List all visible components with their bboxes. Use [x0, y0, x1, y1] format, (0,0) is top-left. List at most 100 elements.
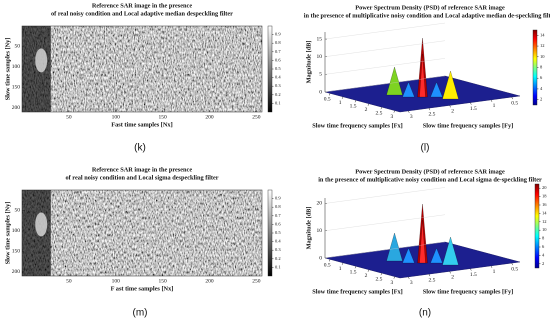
y-tick-label: 3 [410, 280, 413, 286]
dark-strip [22, 26, 51, 112]
x-tick-label: 150 [159, 278, 168, 284]
x-tick [367, 103, 370, 106]
colorbar-tick-label: 0.6 [275, 221, 281, 226]
y-tick-label: 3 [410, 114, 413, 120]
z-axis-label: Magnitude [dB] [305, 207, 312, 250]
dark-strip [22, 190, 51, 276]
colorbar-tick-label: 12 [540, 43, 545, 48]
x-tick [328, 259, 331, 262]
x-tick [380, 273, 383, 276]
x-axis-label: F ast time samples [Nx] [111, 285, 174, 292]
colorbar-tick-label: 0.6 [275, 57, 281, 62]
y-tick-label: 200 [12, 105, 21, 111]
x-tick-label: 250 [252, 114, 261, 120]
y-tick-label: 50 [15, 44, 21, 50]
x-tick [341, 262, 344, 265]
plot-frame [21, 189, 263, 277]
x-tick [328, 93, 331, 96]
x-tick-label: 0.5 [324, 97, 331, 103]
grid-line [324, 75, 446, 93]
colorbar-tick-label: 0.3 [275, 247, 281, 252]
y-axis-label: Slow time frequency samples [Fy] [423, 122, 513, 129]
x-axis-label: Slow time frequency samples [Fx] [312, 288, 402, 295]
colorbar-tick-label: 18 [542, 194, 547, 199]
y-axis-label: Slow time frequency samples [Fy] [423, 288, 513, 295]
y-tick [408, 276, 410, 280]
y-tick [408, 110, 410, 114]
sar-image [22, 190, 262, 276]
grid-line [324, 22, 446, 40]
x-tick-label: 100 [112, 114, 121, 120]
colorbar-tick-label: 0.8 [275, 204, 281, 209]
chart-title: in the presence of multiplicative noisy … [304, 12, 550, 19]
y-tick [449, 271, 451, 274]
colorbar-tick-label: 0.2 [275, 256, 281, 261]
x-tick [341, 96, 344, 99]
x-tick [393, 110, 396, 113]
z-tick-label: 20 [317, 201, 323, 207]
surface-spike [442, 70, 459, 100]
caption: (l) [421, 143, 430, 154]
grid-line [324, 241, 446, 259]
y-tick-label: 1.5 [470, 106, 477, 112]
surface-spike [386, 232, 403, 262]
x-tick-label: 1.5 [350, 104, 357, 110]
caption: (n) [419, 308, 431, 319]
x-tick-label: 2 [365, 273, 368, 279]
colorbar-tick-label: 0.2 [275, 92, 281, 97]
x-tick-label: 50 [66, 114, 72, 120]
z-tick-label: 5 [319, 72, 322, 78]
y-axis-label: Slow time samples [Ny] [4, 38, 11, 101]
plot-frame [21, 25, 263, 113]
y-tick-label: 1 [493, 103, 496, 109]
y-tick-label: 50 [15, 208, 21, 214]
colorbar-tick-label: 0.3 [275, 83, 281, 88]
y-tick-label: 100 [12, 228, 21, 234]
x-tick-label: 0.5 [324, 263, 331, 269]
z-tick-label: 0 [319, 255, 322, 261]
bright-blob [35, 48, 48, 73]
colorbar-tick-label: 10 [542, 227, 547, 232]
x-tick-label: 200 [205, 278, 214, 284]
colorbar-tick-label: 12 [542, 219, 547, 224]
colorbar-tick-label: 4 [542, 252, 545, 257]
z-tick-label: 10 [317, 54, 323, 60]
chart-title: Reference SAR image in the presence [92, 2, 193, 9]
colorbar-tick-label: 20 [542, 185, 547, 190]
x-tick-label: 1 [339, 100, 342, 106]
x-tick [354, 100, 357, 103]
colorbar-tick-label: 6 [542, 244, 545, 249]
chart-title: Reference SAR image in the presence [92, 166, 193, 173]
y-tick-label: 200 [12, 269, 21, 275]
x-tick-label: 150 [159, 114, 168, 120]
caption: (m) [133, 308, 148, 319]
colorbar-tick-label: 10 [540, 54, 545, 59]
bright-blob [35, 212, 48, 237]
z-axis-label: Magnitude [dB] [305, 41, 312, 84]
surface-spike [442, 236, 459, 266]
colorbar-tick-label: 0.4 [275, 75, 281, 80]
surface-spike [430, 247, 443, 264]
x-axis-label: Fast time samples [Nx] [111, 121, 172, 128]
y-tick-label: 150 [12, 85, 21, 91]
colorbar-tick-label: 0.9 [275, 32, 281, 37]
colorbar [534, 183, 540, 269]
y-tick-label: 2 [451, 109, 454, 115]
colorbar [532, 29, 538, 106]
y-tick [490, 265, 493, 268]
x-axis-label: Slow time frequency samples [Fx] [312, 122, 402, 129]
y-tick [428, 108, 431, 111]
y-tick-label: 150 [12, 249, 21, 255]
y-tick-label: 1.5 [470, 272, 477, 278]
z-tick-label: 10 [317, 228, 323, 234]
colorbar-tick-label: 0.9 [275, 196, 281, 201]
x-tick-label: 3 [390, 114, 393, 120]
y-tick [470, 268, 472, 271]
colorbar-tick-label: 14 [540, 32, 545, 37]
surface-spike [419, 219, 426, 264]
y-tick-label: 0.5 [511, 100, 518, 106]
y-tick-label: 100 [12, 64, 21, 70]
colorbar [267, 189, 273, 277]
y-tick-label: 1 [493, 269, 496, 275]
